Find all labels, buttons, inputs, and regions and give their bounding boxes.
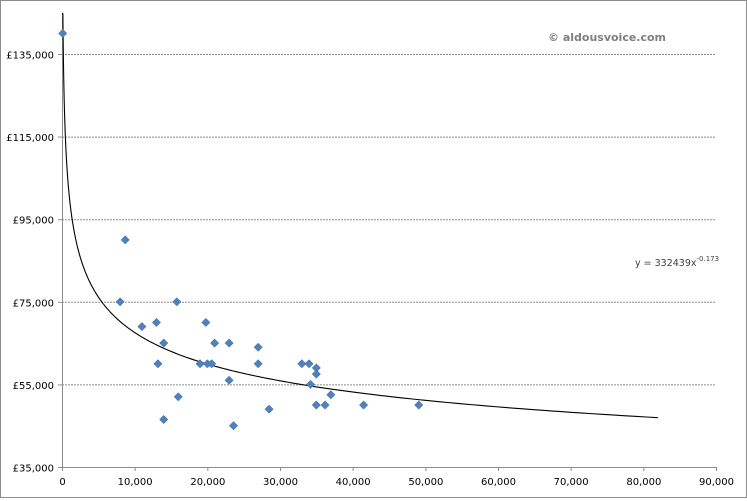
equation-exponent: -0.173 [697,255,720,263]
x-tick-label: 90,000 [699,477,734,488]
data-point-diamond-icon [159,414,169,425]
data-point-diamond-icon [326,390,336,400]
data-point-diamond-icon [137,322,147,332]
data-point-diamond-icon [264,404,274,414]
data-point-diamond-icon [253,359,263,369]
trendline [61,12,658,419]
x-tick-label: 10,000 [118,477,153,488]
equation-base: y = 332439x [635,258,697,269]
x-tick-label: 0 [59,477,65,488]
y-tick-label: £135,000 [6,51,54,62]
y-tick-label: £95,000 [13,216,54,227]
data-point-diamond-icon [201,317,211,328]
y-tick-label: £75,000 [13,298,54,309]
data-point-diamond-icon [359,400,369,410]
axes [58,13,717,471]
y-tick-label: £115,000 [6,133,54,144]
x-tick-label: 30,000 [263,477,298,488]
tick-labels: £35,000 £55,000 £75,000 £95,000 £115,000 £135… [6,51,734,489]
trendline-equation: y = 332439x-0.173 [635,255,719,269]
data-point-diamond-icon [311,369,321,379]
data-point-diamond-icon [151,317,162,328]
data-points [58,28,424,431]
data-point-diamond-icon [173,392,183,402]
data-point-diamond-icon [305,379,316,389]
x-tick-label: 80,000 [626,477,661,488]
data-point-diamond-icon [224,375,234,385]
gridlines [62,54,716,386]
data-point-diamond-icon [115,297,125,307]
data-point-diamond-icon [297,359,307,369]
data-point-diamond-icon [58,28,68,38]
data-point-diamond-icon [311,400,321,410]
data-point-diamond-icon [172,297,182,307]
x-tick-label: 50,000 [408,477,443,488]
data-point-diamond-icon [159,338,169,348]
y-tick-label: £35,000 [13,464,54,475]
data-point-diamond-icon [414,400,424,410]
trendline-curve [61,12,658,419]
x-tick-label: 20,000 [190,477,225,488]
data-point-diamond-icon [153,359,163,369]
data-point-diamond-icon [195,359,205,369]
data-point-diamond-icon [228,421,239,431]
x-tick-label: 70,000 [554,477,589,488]
data-point-diamond-icon [304,359,314,369]
watermark: © aldousvoice.com [548,31,666,44]
x-tick-label: 60,000 [481,477,516,488]
data-point-diamond-icon [120,235,130,245]
x-tick-label: 40,000 [336,477,371,488]
data-point-diamond-icon [320,400,330,410]
data-point-diamond-icon [224,338,234,348]
data-point-diamond-icon [253,342,263,352]
y-tick-label: £55,000 [13,381,54,392]
data-point-diamond-icon [207,359,217,369]
data-point-diamond-icon [210,338,220,348]
